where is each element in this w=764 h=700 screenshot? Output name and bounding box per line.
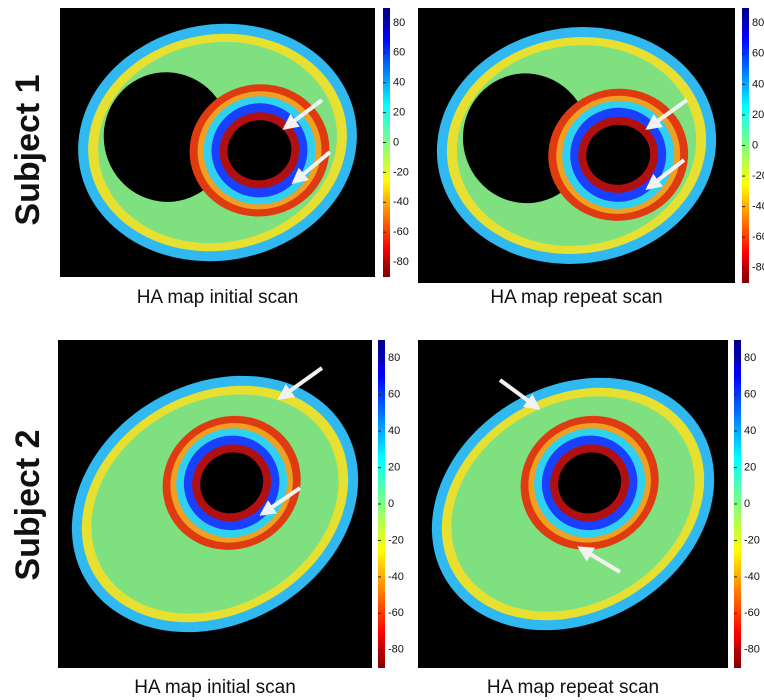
colorbar-tick-label: 40	[393, 77, 405, 89]
colorbar-tick-label: -60	[752, 231, 764, 243]
colorbar-tick-label: -40	[752, 201, 764, 213]
colorbar-tick-label: 60	[752, 48, 764, 60]
colorbar	[734, 340, 741, 668]
colorbar-tick-label: -80	[752, 262, 764, 274]
arrow	[291, 150, 332, 185]
arrow	[282, 98, 324, 130]
colorbar-tick-label: -80	[388, 644, 404, 656]
arrow	[277, 366, 324, 400]
colorbar	[383, 8, 390, 277]
colorbar-tick-label: 20	[752, 109, 764, 121]
lv-cavity	[586, 124, 651, 185]
colorbar-tick-label: 60	[393, 47, 405, 59]
colorbar-tick-label: 0	[388, 498, 394, 510]
colorbar-tick-label: 80	[744, 352, 756, 364]
arrow	[498, 378, 541, 410]
colorbar-tick-label: 80	[393, 17, 405, 29]
colorbar-tick-label: -60	[393, 226, 409, 238]
colorbar-tick-label: -40	[388, 571, 404, 583]
colorbar	[742, 8, 749, 283]
ha-map	[431, 377, 715, 631]
colorbar	[378, 340, 385, 668]
colorbar-tick-label: 40	[388, 425, 400, 437]
colorbar-tick-label: 20	[388, 461, 400, 473]
colorbar-tick-label: 40	[752, 78, 764, 90]
colorbar-tick-label: -80	[393, 256, 409, 268]
colorbar-tick-label: -40	[393, 196, 409, 208]
arrow	[259, 486, 302, 516]
ha-map	[71, 375, 359, 633]
row-label: Subject 2	[9, 429, 47, 580]
colorbar-tick-label: -20	[752, 170, 764, 182]
colorbar-tick-label: -60	[388, 607, 404, 619]
colorbar-tick-label: -20	[393, 166, 409, 178]
lv-cavity	[200, 452, 264, 514]
colorbar-tick-label: 60	[744, 389, 756, 401]
caption: HA map initial scan	[134, 677, 296, 698]
colorbar-tick-label: -20	[388, 534, 404, 546]
row-label: Subject 1	[9, 74, 47, 225]
arrow	[577, 546, 622, 574]
arrow	[645, 98, 689, 130]
colorbar-tick-label: 60	[388, 389, 400, 401]
lv-cavity	[227, 120, 292, 181]
colorbar-tick-label: 80	[388, 352, 400, 364]
colorbar-tick-label: 40	[744, 425, 756, 437]
colorbar-tick-label: 0	[744, 498, 750, 510]
arrow	[645, 158, 686, 190]
colorbar-tick-label: 20	[744, 461, 756, 473]
colorbar-tick-label: 20	[393, 107, 405, 119]
caption: HA map repeat scan	[490, 287, 662, 308]
colorbar-tick-label: 80	[752, 17, 764, 29]
caption: HA map initial scan	[137, 287, 299, 308]
colorbar-tick-label: 0	[752, 139, 758, 151]
colorbar-tick-label: -40	[744, 571, 760, 583]
colorbar-tick-label: -60	[744, 607, 760, 619]
lv-cavity	[558, 452, 622, 514]
caption: HA map repeat scan	[487, 677, 659, 698]
colorbar-tick-label: 0	[393, 136, 399, 148]
colorbar-tick-label: -20	[744, 534, 760, 546]
colorbar-tick-label: -80	[744, 644, 760, 656]
